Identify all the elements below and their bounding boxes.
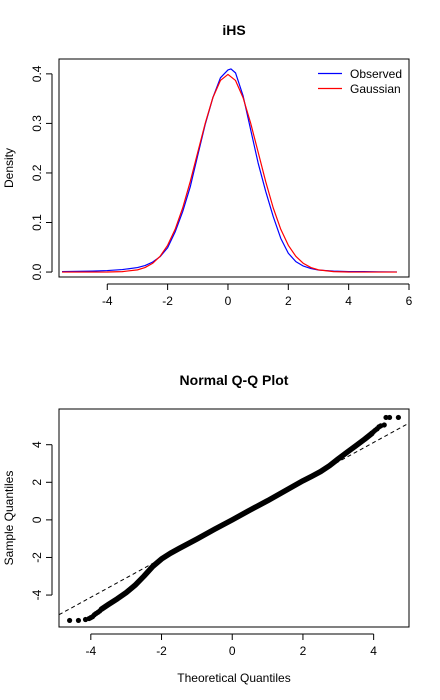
qq-plot-title: Normal Q-Q Plot: [180, 372, 289, 388]
qq-tail-point: [67, 617, 73, 624]
density-plot-frame: [58, 58, 410, 278]
qq-x-tick-label: 4: [370, 644, 377, 658]
density-x-tick-label: -2: [162, 294, 173, 308]
density-y-axis-label: Density: [2, 148, 16, 188]
density-y-tick-label: 0.3: [30, 115, 44, 132]
observed-density-line: [62, 68, 397, 273]
density-plot: iHS -4 -2 0 2 4 6 0.0 0.1 0.2 0.3 0.4 Density Obs…: [2, 22, 413, 308]
qq-x-tick-label: 2: [300, 644, 307, 658]
qq-content: [59, 414, 409, 624]
qq-x-tick-label: -2: [156, 644, 167, 658]
density-x-tick-label: 0: [225, 294, 232, 308]
qq-x-tick-label: 0: [229, 644, 236, 658]
qq-y-tick-label: -4: [30, 589, 44, 600]
qq-tail-point: [386, 414, 393, 421]
density-legend: Observed Gaussian: [318, 67, 402, 96]
density-y-tick-label: 0.4: [30, 65, 44, 82]
density-x-axis: -4 -2 0 2 4 6: [102, 283, 413, 308]
qq-y-tick-label: 2: [30, 479, 44, 486]
density-y-axis: 0.0 0.1 0.2 0.3 0.4: [30, 65, 53, 280]
qq-x-axis-label: Theoretical Quantiles: [177, 671, 290, 685]
qq-y-axis: -4 -2 0 2 4: [30, 441, 53, 600]
qq-tail-point: [381, 422, 387, 428]
legend-gaussian-label: Gaussian: [350, 82, 401, 96]
qq-sample-points: [98, 430, 375, 612]
qq-tail-point: [75, 617, 82, 624]
density-series: [62, 68, 397, 273]
density-y-tick-label: 0.1: [30, 214, 44, 231]
density-plot-title: iHS: [222, 22, 245, 38]
qq-plot-frame: [58, 408, 410, 628]
density-x-tick-label: -4: [102, 294, 113, 308]
qq-tail-point: [97, 608, 103, 614]
density-y-tick-label: 0.0: [30, 263, 44, 280]
legend-observed-label: Observed: [350, 67, 402, 81]
density-y-tick-label: 0.2: [30, 164, 44, 181]
qq-y-tick-label: 0: [30, 516, 44, 523]
density-x-tick-label: 6: [406, 294, 413, 308]
qq-plot: Normal Q-Q Plot -4 -2 0 2 4 -4 -2 0 2 4 Theoreti…: [2, 372, 410, 685]
qq-x-axis: -4 -2 0 2 4: [85, 633, 377, 658]
density-x-tick-label: 2: [285, 294, 292, 308]
qq-tail-point: [395, 414, 401, 421]
qq-x-tick-label: -4: [85, 644, 96, 658]
qq-y-tick-label: -2: [30, 552, 44, 563]
qq-y-tick-label: 4: [30, 441, 44, 448]
gaussian-density-line: [62, 73, 397, 273]
density-x-tick-label: 4: [345, 294, 352, 308]
qq-y-axis-label: Sample Quantiles: [2, 471, 16, 566]
